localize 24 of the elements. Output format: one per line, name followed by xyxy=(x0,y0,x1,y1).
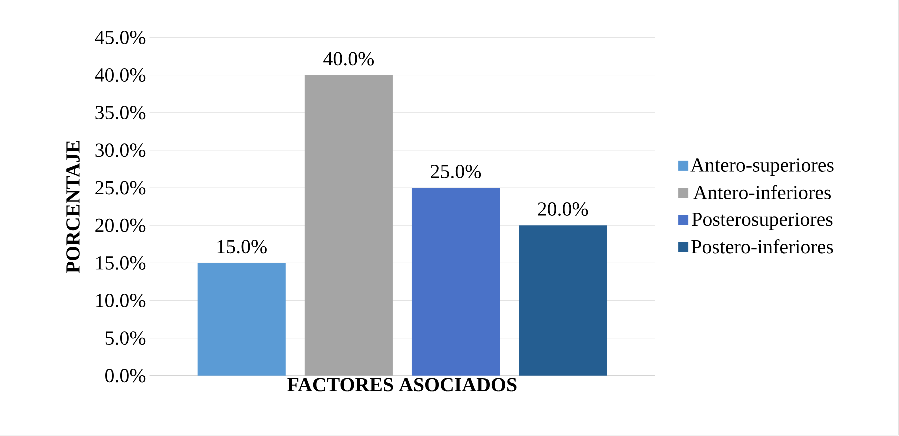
y-tick-label: 10.0% xyxy=(96,294,146,308)
legend-label: Antero-superiores xyxy=(690,158,834,176)
y-tick-label: 20.0% xyxy=(96,219,146,233)
y-tick-label: 45.0% xyxy=(95,31,146,45)
data-label: 40.0% xyxy=(324,52,374,66)
bar xyxy=(519,226,608,376)
y-tick-label: 15.0% xyxy=(96,256,146,270)
bar xyxy=(412,188,500,376)
y-axis-title: PORCENTAJE xyxy=(66,141,80,274)
y-tick-label: 5.0% xyxy=(106,332,146,346)
y-tick-label: 25.0% xyxy=(96,181,146,195)
data-label: 20.0% xyxy=(538,202,588,216)
legend-label: Antero-inferiores xyxy=(694,185,832,200)
y-tick-label: 30.0% xyxy=(96,144,146,158)
y-tick-label: 0.0% xyxy=(106,369,146,383)
y-tick-label: 40.0% xyxy=(95,68,146,82)
data-label: 25.0% xyxy=(431,165,482,179)
bar xyxy=(198,263,286,376)
bar xyxy=(304,75,393,376)
y-tick-label: 35.0% xyxy=(96,106,146,120)
legend-label: Posterosuperiores xyxy=(692,212,833,230)
data-label: 15.0% xyxy=(218,240,267,254)
x-axis-title: FACTORES ASOCIADOS xyxy=(288,378,517,392)
legend-label: Postero-inferiores xyxy=(692,240,834,254)
